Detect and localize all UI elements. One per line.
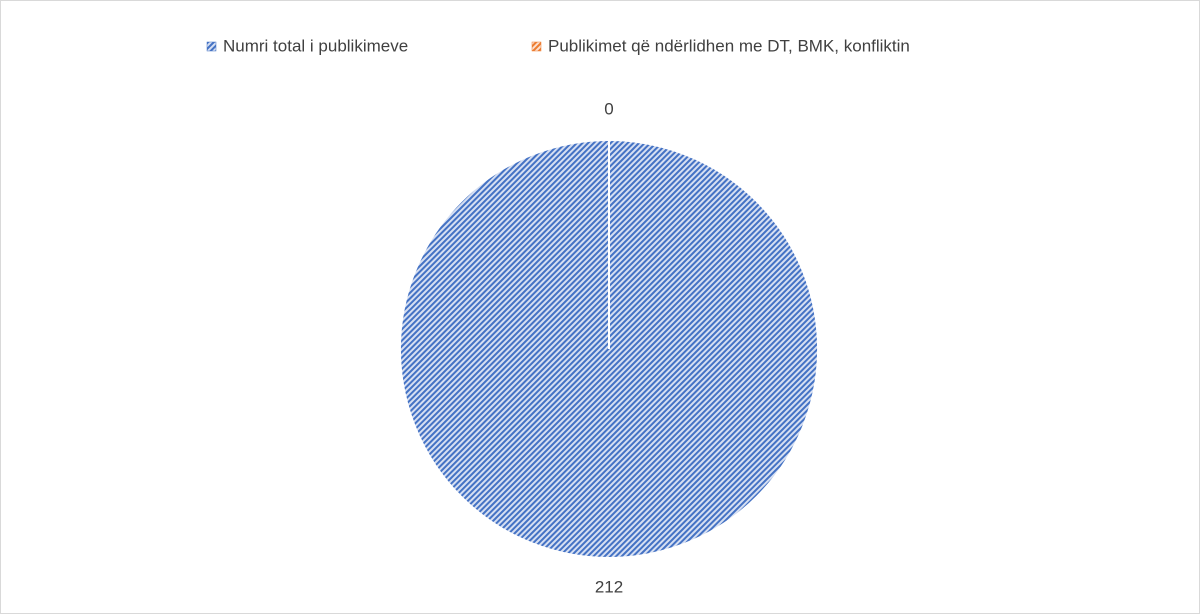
legend-swatch: [206, 41, 217, 52]
data-label: 212: [595, 577, 623, 596]
legend-swatch: [531, 41, 542, 52]
legend-label: Publikimet që ndërlidhen me DT, BMK, kon…: [548, 36, 910, 55]
legend-label: Numri total i publikimeve: [223, 36, 408, 55]
data-label: 0: [604, 99, 613, 118]
